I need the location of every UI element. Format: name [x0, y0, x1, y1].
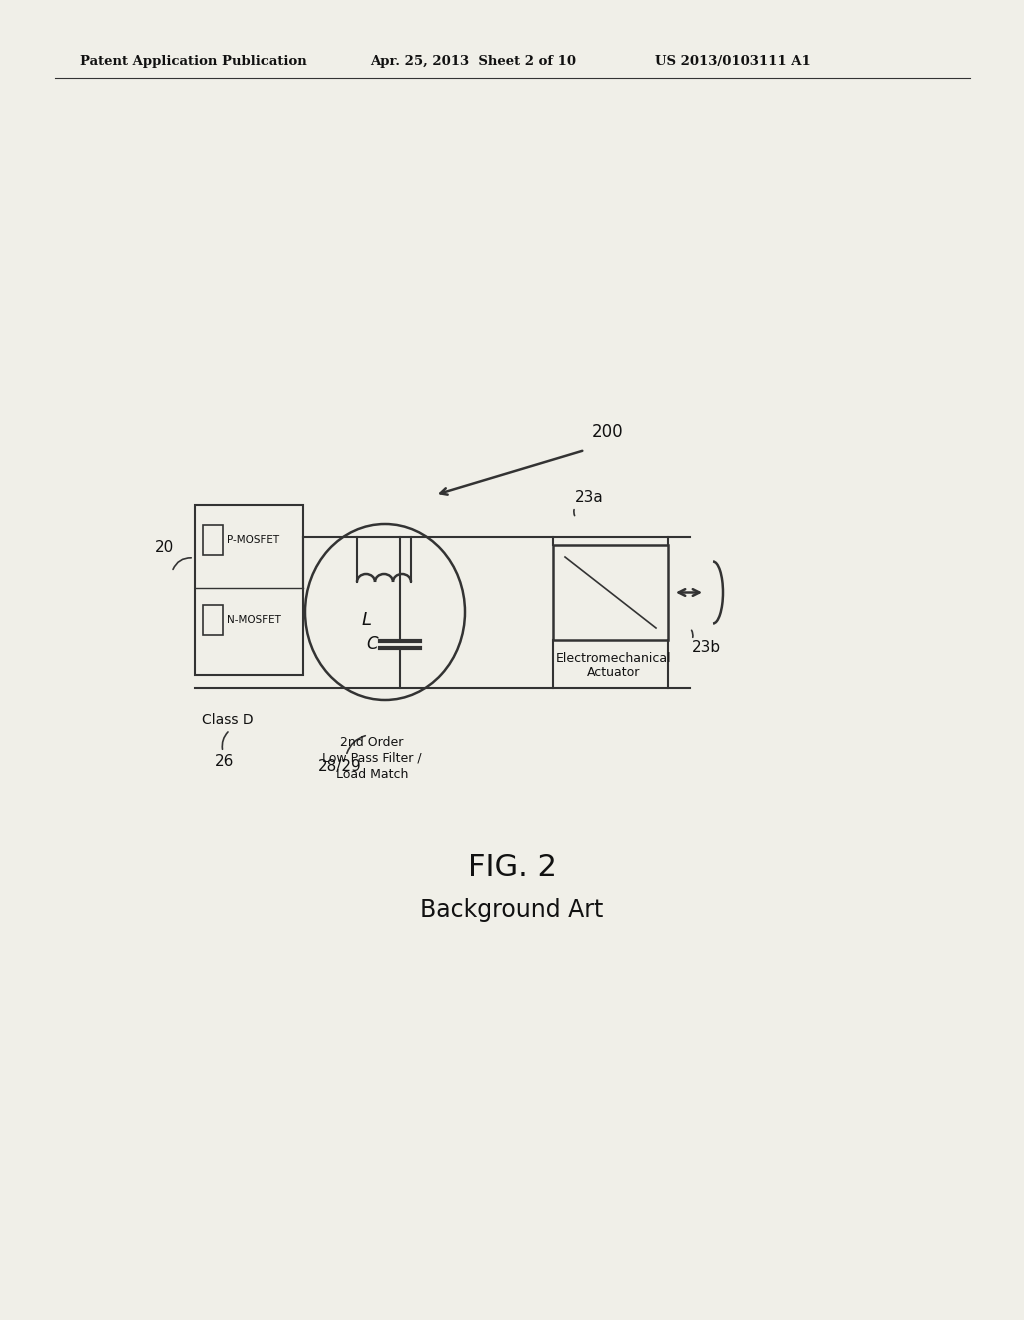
- Text: 2nd Order: 2nd Order: [340, 735, 403, 748]
- Text: 23a: 23a: [575, 491, 604, 506]
- Text: Low Pass Filter /: Low Pass Filter /: [323, 751, 422, 764]
- Text: 23b: 23b: [692, 640, 721, 656]
- Bar: [553, 545, 668, 640]
- Text: P-MOSFET: P-MOSFET: [227, 535, 280, 545]
- Text: FIG. 2: FIG. 2: [468, 854, 556, 883]
- Text: Electromechanical: Electromechanical: [556, 652, 672, 664]
- Text: C: C: [367, 635, 378, 653]
- Text: Patent Application Publication: Patent Application Publication: [80, 55, 307, 69]
- Bar: [203, 525, 223, 554]
- Bar: [195, 506, 303, 675]
- Text: Class D: Class D: [202, 713, 254, 727]
- Bar: [203, 605, 223, 635]
- Text: US 2013/0103111 A1: US 2013/0103111 A1: [655, 55, 811, 69]
- Text: 200: 200: [592, 422, 624, 441]
- Text: 20: 20: [155, 540, 174, 556]
- Text: 26: 26: [215, 755, 234, 770]
- Text: Background Art: Background Art: [420, 898, 604, 921]
- Text: Load Match: Load Match: [336, 767, 409, 780]
- Text: Apr. 25, 2013  Sheet 2 of 10: Apr. 25, 2013 Sheet 2 of 10: [370, 55, 575, 69]
- Text: N-MOSFET: N-MOSFET: [227, 615, 281, 624]
- Text: 28/29: 28/29: [318, 759, 361, 774]
- Text: Actuator: Actuator: [588, 667, 641, 680]
- Text: L: L: [362, 611, 372, 630]
